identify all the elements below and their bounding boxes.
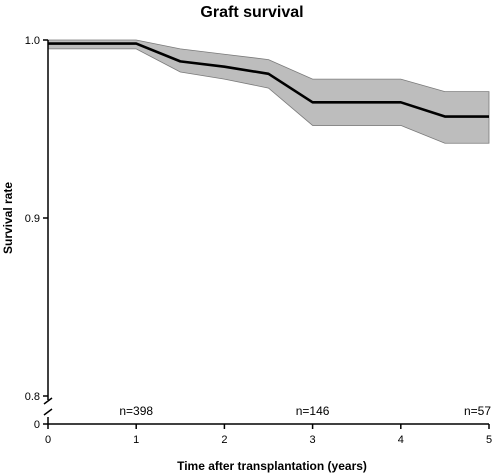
- x-tick-label: 3: [310, 434, 316, 446]
- plot-area: [47, 39, 490, 144]
- n-at-risk-label: n=57: [464, 404, 491, 418]
- y-axis-break-mark: [43, 397, 53, 405]
- y-tick-label: 1.0: [25, 35, 40, 47]
- x-tick-label: 2: [221, 434, 227, 446]
- y-tick-label: 0.9: [25, 213, 40, 225]
- x-tick-label: 0: [45, 434, 51, 446]
- n-at-risk-label: n=398: [119, 404, 153, 418]
- y-axis-break-mark: [43, 408, 53, 416]
- chart-title: Graft survival: [200, 4, 303, 21]
- y-axis-label: Survival rate: [1, 182, 15, 254]
- y-tick-label: 0.8: [25, 391, 40, 403]
- survival-line: [48, 42, 489, 118]
- x-axis-label: Time after transplantation (years): [177, 459, 367, 473]
- annotations: n=398 n=146 n=57: [119, 404, 491, 418]
- y-tick-label: 0: [34, 419, 40, 431]
- x-tick-label: 1: [133, 434, 139, 446]
- axes: 1.0 0.9 0.8 00 1 2 3 4 5: [25, 35, 492, 446]
- x-tick-label: 4: [398, 434, 404, 446]
- n-at-risk-label: n=146: [296, 404, 330, 418]
- x-tick-label: 5: [486, 434, 492, 446]
- confidence-band: [47, 39, 490, 144]
